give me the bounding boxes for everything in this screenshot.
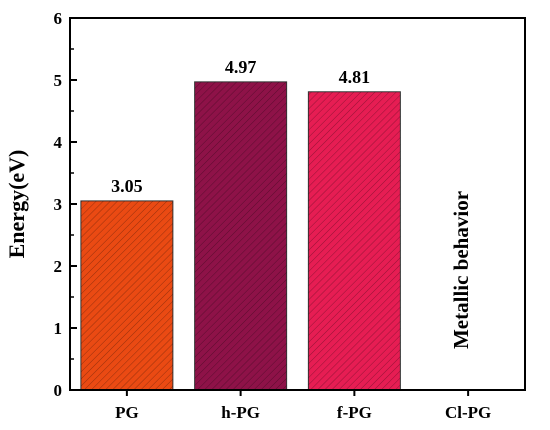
metallic-behavior-annotation: Metallic behavior (449, 191, 473, 349)
x-tick-label-h-pg: h-PG (221, 403, 260, 422)
plot-frame (69, 17, 526, 391)
y-tick-label-0: 0 (54, 381, 63, 400)
x-tick-label-pg: PG (115, 403, 139, 422)
y-tick-label-1: 1 (54, 319, 63, 338)
value-labels-layer: 3.05 4.97 4.81 (111, 57, 370, 196)
bar-h-pg (194, 81, 288, 391)
x-tick-label-f-pg: f-PG (337, 403, 372, 422)
y-ticks-layer: 0 1 2 3 4 5 6 (54, 9, 77, 400)
value-label-h-pg: 4.97 (225, 57, 257, 77)
bar-f-pg (307, 91, 401, 391)
x-tick-label-cl-pg: Cl-PG (445, 403, 491, 422)
y-tick-label-4: 4 (54, 133, 63, 152)
y-tick-label-3: 3 (54, 195, 63, 214)
x-categories-layer: PG h-PG f-PG Cl-PG (115, 390, 491, 422)
y-tick-label-5: 5 (54, 71, 63, 90)
bar-pg (80, 200, 174, 391)
y-tick-label-2: 2 (54, 257, 63, 276)
y-tick-label-6: 6 (54, 9, 63, 28)
value-label-f-pg: 4.81 (339, 67, 371, 87)
bars-layer (80, 81, 401, 391)
y-axis-title: Energy(eV) (4, 150, 29, 259)
value-label-pg: 3.05 (111, 176, 143, 196)
